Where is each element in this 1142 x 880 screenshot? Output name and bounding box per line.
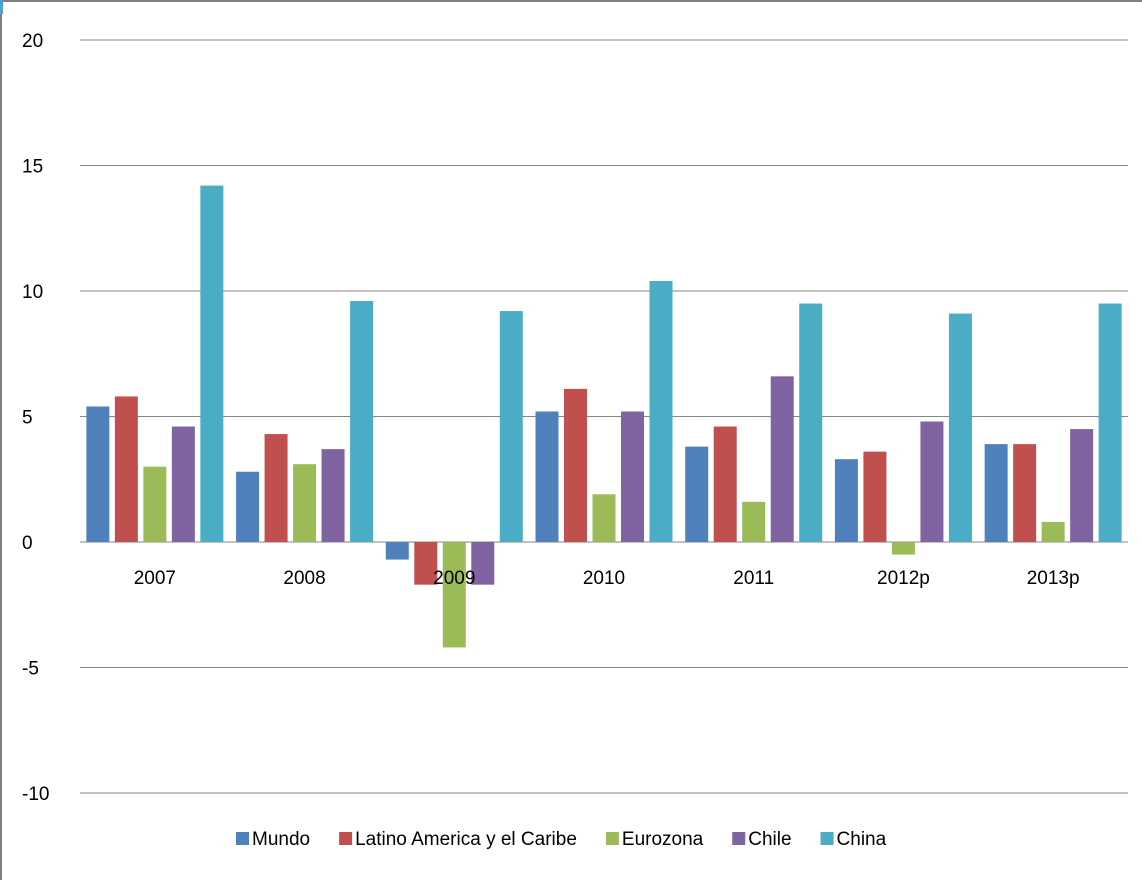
bar: [86, 406, 110, 542]
bar: [143, 466, 167, 542]
bar: [114, 396, 138, 542]
bar: [592, 494, 616, 542]
legend-label: China: [837, 829, 887, 850]
y-tick-label: 10: [22, 282, 43, 303]
y-tick-label: -5: [22, 659, 39, 680]
y-tick-label: 15: [22, 157, 43, 178]
bar: [350, 301, 374, 542]
y-tick-label: 20: [22, 31, 43, 52]
bars: [86, 185, 1122, 648]
bar: [1098, 303, 1122, 542]
bar: [442, 542, 466, 648]
x-axis-category-labels: 2007 2008 2009 2010 2011 2012p 2013p: [134, 568, 1080, 589]
y-tick-label: -10: [22, 784, 49, 805]
bar: [171, 426, 195, 542]
bar: [984, 444, 1008, 542]
bar: [385, 542, 409, 560]
x-tick-label: 2010: [583, 568, 625, 589]
bar: [293, 464, 317, 542]
bar: [649, 280, 673, 542]
bar: [713, 426, 737, 542]
legend-label: Eurozona: [622, 829, 704, 850]
x-tick-label: 2008: [283, 568, 325, 589]
y-tick-label: 0: [22, 533, 33, 554]
bar: [891, 542, 915, 555]
bar: [920, 421, 944, 542]
legend: Mundo Latino America y el Caribe Eurozona C…: [236, 829, 887, 850]
bar: [200, 185, 224, 542]
legend-label: Mundo: [252, 829, 310, 850]
bar: [499, 311, 523, 542]
x-tick-label: 2007: [134, 568, 176, 589]
bar: [863, 451, 887, 542]
bar: [321, 449, 345, 542]
bar: [1070, 429, 1094, 542]
frame-accent: [0, 0, 3, 14]
legend-swatch: [236, 832, 249, 845]
x-tick-label: 2009: [433, 568, 475, 589]
bar: [799, 303, 823, 542]
bar: [471, 542, 495, 585]
bar: [264, 434, 288, 542]
bar: [564, 388, 587, 542]
legend-swatch: [732, 832, 746, 845]
x-tick-label: 2012p: [877, 568, 930, 589]
bar: [621, 411, 644, 542]
bar: [834, 459, 858, 542]
legend-swatch: [820, 832, 834, 845]
x-tick-label: 2013p: [1027, 568, 1080, 589]
legend-swatch: [339, 832, 353, 845]
bar: [770, 376, 794, 542]
bar: [685, 446, 709, 542]
x-tick-label: 2011: [733, 568, 774, 589]
y-tick-label: 5: [22, 408, 33, 429]
legend-swatch: [605, 832, 619, 845]
bar: [236, 471, 260, 542]
bar: [1041, 521, 1065, 542]
legend-label: Latino America y el Caribe: [355, 829, 577, 850]
bar: [1013, 444, 1037, 542]
legend-label: Chile: [748, 829, 791, 850]
bar: [414, 542, 438, 585]
bar: [742, 501, 766, 542]
bar: [948, 313, 972, 542]
bar: [535, 411, 559, 542]
y-axis-tick-labels: 20 15 10 5 0 -5 -10: [22, 31, 49, 805]
